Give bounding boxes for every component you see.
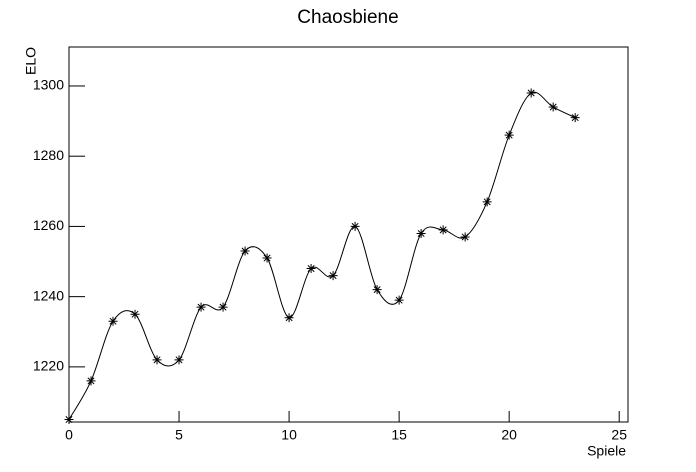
x-axis-title: Spiele: [587, 443, 626, 459]
marker: [460, 232, 470, 242]
chart-title: Chaosbiene: [297, 7, 398, 28]
y-tick-label: 1260: [33, 217, 64, 233]
marker: [482, 197, 492, 207]
y-axis-title: ELO: [23, 47, 39, 75]
marker: [438, 225, 448, 235]
y-tick-label: 1280: [33, 147, 64, 163]
x-tick-label: 15: [391, 427, 407, 443]
marker: [350, 221, 360, 231]
x-tick-label: 20: [501, 427, 517, 443]
x-tick-label: 10: [281, 427, 297, 443]
y-tick-label: 1220: [33, 358, 64, 374]
marker: [416, 228, 426, 238]
marker: [394, 295, 404, 305]
marker: [372, 285, 382, 295]
marker: [570, 113, 580, 123]
marker: [526, 88, 536, 98]
x-tick-label: 25: [611, 427, 627, 443]
marker: [262, 253, 272, 263]
marker: [306, 264, 316, 274]
marker: [218, 302, 228, 312]
marker: [64, 415, 74, 425]
marker: [130, 309, 140, 319]
marker: [174, 355, 184, 365]
marker: [504, 130, 514, 140]
marker: [328, 271, 338, 281]
marker: [196, 302, 206, 312]
marker: [548, 102, 558, 112]
marker: [240, 246, 250, 256]
x-tick-label: 5: [175, 427, 183, 443]
marker: [284, 313, 294, 323]
y-tick-label: 1300: [33, 77, 64, 93]
plot-frame: [68, 46, 629, 423]
x-tick-label: 0: [65, 427, 73, 443]
y-tick-label: 1240: [33, 287, 64, 303]
line-series: [68, 91, 576, 420]
marker: [152, 355, 162, 365]
marker: [108, 316, 118, 326]
marker: [86, 376, 96, 386]
